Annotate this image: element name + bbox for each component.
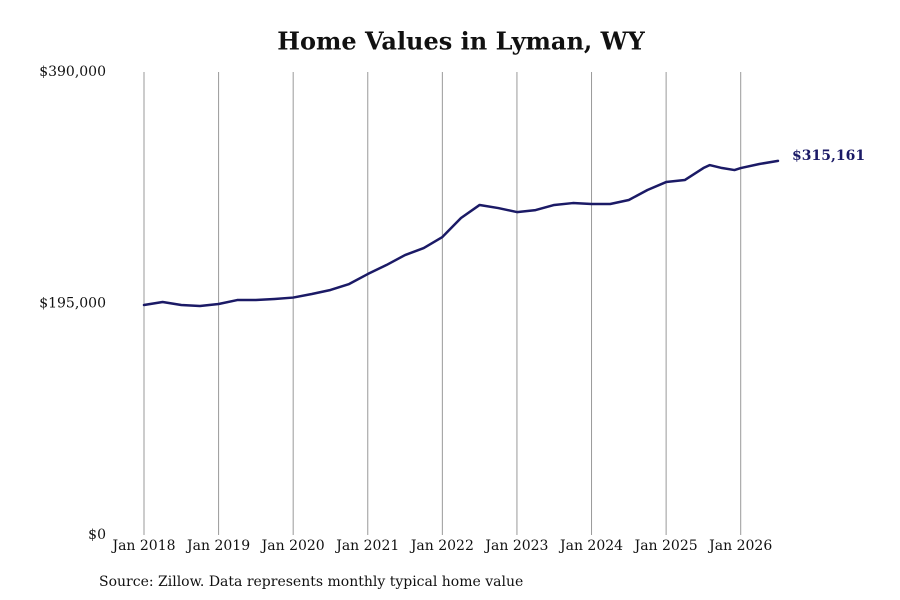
x-tick-label: Jan 2024 (558, 538, 623, 554)
x-tick-label: Jan 2023 (483, 538, 548, 554)
x-tick-label: Jan 2025 (633, 538, 698, 554)
x-tick-label: Jan 2018 (110, 538, 175, 554)
data-line (142, 159, 780, 308)
x-tick-label: Jan 2022 (409, 538, 474, 554)
y-tick-label: $0 (88, 527, 106, 543)
x-tick-label: Jan 2020 (260, 538, 325, 554)
x-tick-label: Jan 2026 (707, 538, 772, 554)
value-label: $315,161 (792, 148, 865, 164)
y-tick-label: $390,000 (39, 64, 106, 80)
chart-title: Home Values in Lyman, WY (277, 27, 645, 56)
x-tick-label: Jan 2021 (334, 538, 399, 554)
source-note: Source: Zillow. Data represents monthly … (99, 574, 523, 590)
x-tick-label: Jan 2019 (185, 538, 250, 554)
y-tick-label: $195,000 (39, 296, 106, 312)
